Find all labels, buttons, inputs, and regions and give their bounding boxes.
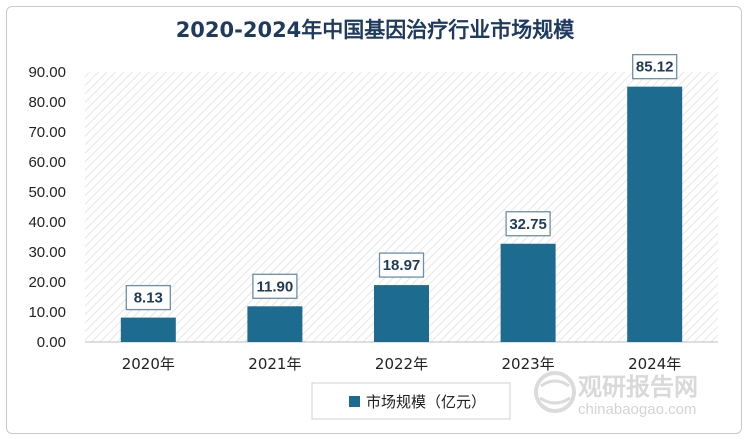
chart-title: 2020-2024年中国基因治疗行业市场规模 xyxy=(175,18,575,42)
y-axis: 0.00 10.00 20.00 30.00 40.00 50.00 60.00 70.00 8… xyxy=(28,64,66,351)
watermark-name: 观研报告网 xyxy=(578,373,698,401)
bars-group xyxy=(120,86,683,342)
y-tick-label: 50.00 xyxy=(28,184,66,201)
data-label: 32.75 xyxy=(509,216,547,233)
watermark-url: chinabaogao.com xyxy=(578,401,696,418)
data-labels: 8.13 11.90 18.97 32.75 85.12 xyxy=(125,53,678,311)
watermark: 观研报告网 chinabaogao.com xyxy=(534,371,698,418)
data-label-box xyxy=(252,273,298,299)
y-tick-label: 10.00 xyxy=(28,304,66,321)
y-tick-label: 90.00 xyxy=(28,64,66,81)
bar[interactable] xyxy=(500,243,556,342)
y-tick-label: 20.00 xyxy=(28,274,66,291)
y-tick-label: 60.00 xyxy=(28,154,66,171)
data-label: 8.13 xyxy=(134,290,163,307)
y-tick-label: 70.00 xyxy=(28,124,66,141)
data-label-box xyxy=(378,252,425,278)
data-label-box xyxy=(125,284,171,311)
data-label-box xyxy=(632,53,678,80)
y-tick-label: 40.00 xyxy=(28,214,66,231)
y-tick-label: 80.00 xyxy=(28,94,66,111)
y-tick-label: 30.00 xyxy=(28,244,66,261)
data-label: 85.12 xyxy=(636,59,674,76)
legend-label: 市场规模（亿元） xyxy=(366,393,486,411)
data-label: 18.97 xyxy=(383,257,421,274)
y-tick-label: 0.00 xyxy=(37,334,66,351)
bar[interactable] xyxy=(627,86,683,342)
x-tick-label: 2022年 xyxy=(375,355,428,373)
x-tick-label: 2024年 xyxy=(628,355,681,373)
globe-logo-icon xyxy=(534,371,576,413)
legend-swatch xyxy=(349,396,360,407)
bar[interactable] xyxy=(120,317,176,342)
legend[interactable]: 市场规模（亿元） xyxy=(311,382,511,420)
legend-box xyxy=(311,382,511,420)
bar[interactable] xyxy=(247,306,303,342)
data-label-box xyxy=(505,211,551,237)
x-tick-label: 2023年 xyxy=(502,355,555,373)
x-tick-label: 2021年 xyxy=(248,355,301,373)
x-tick-label: 2020年 xyxy=(122,355,175,373)
bar[interactable] xyxy=(374,285,429,342)
data-label: 11.90 xyxy=(257,278,294,295)
x-axis: 2020年 2021年 2022年 2023年 2024年 xyxy=(122,355,682,373)
